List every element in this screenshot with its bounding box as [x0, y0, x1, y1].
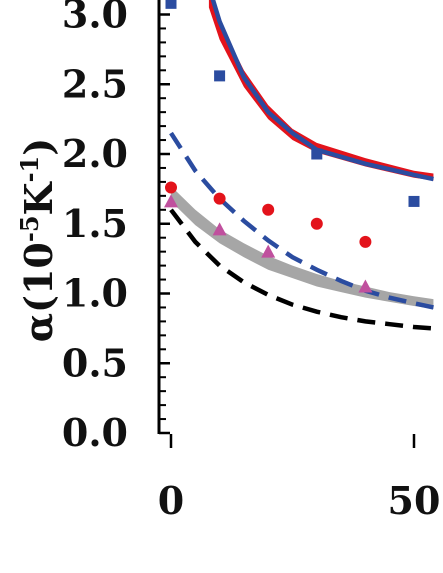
x-tick-label: 0	[158, 478, 184, 523]
data-point-square	[408, 195, 420, 207]
data-point-triangle	[164, 194, 178, 208]
x-tick-label: 50	[388, 478, 441, 523]
axes: 0.0 0.5 1.0 1.5 2.0 2.5 3.0 0 50	[62, 0, 441, 523]
y-axis-label: α(10-5K-1)	[15, 138, 61, 342]
y-axis-label-unit: K	[16, 180, 61, 215]
data-point-square	[214, 70, 226, 82]
data-point-circle	[165, 181, 177, 194]
y-tick-label: 3.0	[62, 0, 128, 37]
band-series-2	[171, 186, 434, 309]
data-point-circle	[262, 203, 275, 216]
y-tick-label: 1.5	[62, 201, 128, 246]
line-series-3	[169, 131, 434, 310]
data-point-circle	[359, 235, 372, 248]
y-tick-label: 1.0	[62, 271, 128, 316]
y-axis-label-prefix: α(10	[16, 242, 61, 342]
data-point-triangle	[358, 279, 373, 293]
data-point-triangle	[261, 244, 276, 258]
line-series-4	[169, 208, 434, 331]
data-point-triangle	[212, 222, 227, 236]
y-axis-label-close: )	[16, 138, 61, 156]
y-axis-label-unit-exponent: -1	[15, 156, 44, 183]
y-tick-label: 2.0	[62, 131, 128, 176]
line-series-1	[210, 0, 434, 182]
data-point-square	[311, 148, 323, 160]
data-point-circle	[213, 192, 226, 205]
y-axis-label-exponent: -5	[15, 215, 44, 242]
y-tick-label: 2.5	[62, 61, 128, 106]
data-point-circle	[310, 217, 323, 230]
y-tick-label: 0.0	[62, 410, 128, 455]
plot-area	[164, 0, 434, 331]
data-point-square	[165, 0, 177, 9]
y-tick-label: 0.5	[62, 340, 128, 385]
